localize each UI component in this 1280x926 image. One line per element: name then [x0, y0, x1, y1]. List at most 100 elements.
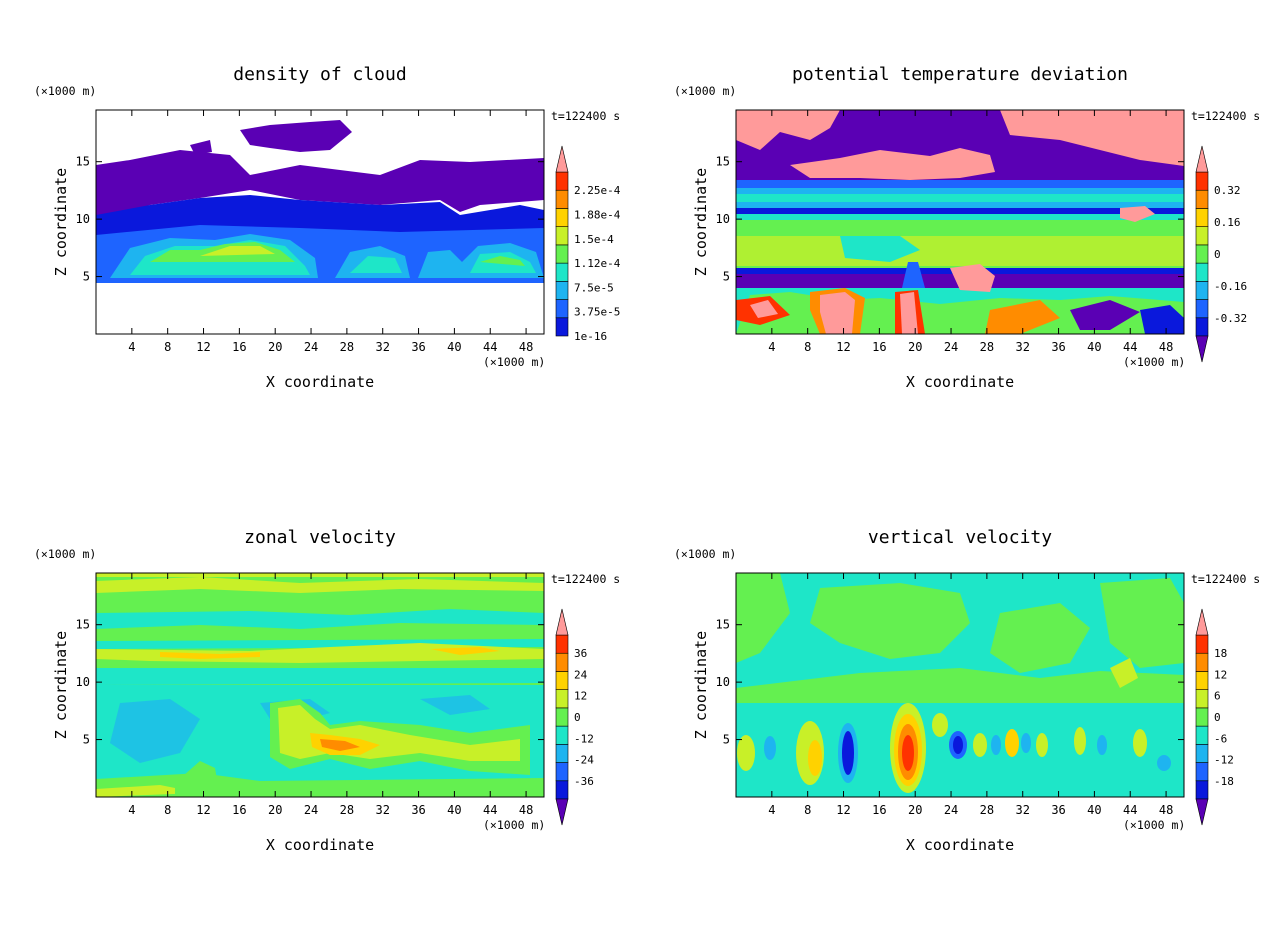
colorbar-label: 18 [1214, 647, 1227, 660]
colorbar-band [1195, 244, 1209, 264]
colorbar-band [555, 744, 569, 763]
x-tick-label: 20 [268, 340, 282, 354]
heatmap-field [736, 110, 1184, 334]
colorbar-label: 0 [574, 711, 581, 724]
x-tick-label: 48 [1159, 340, 1173, 354]
colorbar-band [1195, 226, 1209, 246]
plot-frame [95, 109, 545, 335]
heatmap-field [736, 573, 1184, 797]
colorbar-label: -12 [1214, 754, 1234, 767]
time-label: t=122400 s [1191, 109, 1260, 123]
x-tick-label: 36 [1051, 340, 1065, 354]
colorbar-band [555, 652, 569, 672]
plot-frame [735, 109, 1185, 335]
colorbar-label: 3.75e-5 [574, 306, 620, 319]
x-tick-label: 36 [411, 803, 425, 817]
x-unit-label: (×1000 m) [1123, 355, 1185, 369]
x-tick-label: 16 [872, 340, 886, 354]
x-unit-label: (×1000 m) [483, 818, 545, 832]
x-axis-label: X coordinate [906, 836, 1014, 854]
colorbar-band [555, 780, 569, 800]
colorbar-label: 6 [1214, 690, 1221, 703]
y-unit-label: (×1000 m) [674, 84, 736, 98]
colorbar-band [555, 634, 569, 654]
chart-title: density of cloud [233, 64, 406, 85]
chart-title: zonal velocity [244, 527, 396, 548]
x-tick-label: 8 [164, 803, 171, 817]
time-label: t=122400 s [551, 572, 620, 586]
x-axis-label: X coordinate [266, 373, 374, 391]
y-tick-label: 5 [723, 270, 730, 284]
y-tick-label: 15 [716, 155, 730, 169]
x-unit-label: (×1000 m) [483, 355, 545, 369]
colorbar-label: -0.32 [1214, 312, 1247, 325]
x-tick-label: 44 [1123, 340, 1137, 354]
y-unit-label: (×1000 m) [34, 84, 96, 98]
colorbar-band [1195, 299, 1209, 319]
plot-frame [735, 572, 1185, 798]
x-tick-label: 32 [1015, 803, 1029, 817]
colorbar-label: -24 [574, 754, 594, 767]
y-unit-label: (×1000 m) [34, 547, 96, 561]
colorbar-label: -12 [574, 732, 594, 745]
y-tick-label: 10 [76, 212, 90, 226]
colorbar-band [1195, 671, 1209, 690]
colorbar-bottom-arrow [555, 798, 569, 826]
colorbar-label: -6 [1214, 732, 1227, 745]
colorbar-top-arrow [1195, 145, 1209, 173]
x-unit-label: (×1000 m) [1123, 818, 1185, 832]
x-tick-label: 40 [447, 340, 461, 354]
x-tick-label: 24 [944, 803, 958, 817]
colorbar-band [555, 171, 569, 191]
plot-frame [95, 572, 545, 798]
y-tick-label: 15 [716, 618, 730, 632]
x-tick-label: 12 [196, 803, 210, 817]
colorbar-band [1195, 281, 1209, 300]
y-tick-label: 5 [723, 733, 730, 747]
colorbar-band [1195, 171, 1209, 191]
x-tick-label: 8 [804, 803, 811, 817]
x-tick-label: 40 [447, 803, 461, 817]
chart-svg-vertical-velocity: vertical velocity (×1000 m) t=122400 s [674, 527, 1260, 854]
colorbar-label: 0.32 [1214, 184, 1241, 197]
y-tick-label: 15 [76, 618, 90, 632]
y-tick-label: 10 [716, 675, 730, 689]
colorbar-band [555, 707, 569, 727]
colorbar-label: 1.5e-4 [574, 233, 614, 246]
x-tick-label: 20 [268, 803, 282, 817]
y-tick-label: 5 [83, 733, 90, 747]
colorbar-band [555, 671, 569, 690]
x-tick-label: 32 [1015, 340, 1029, 354]
x-tick-label: 12 [836, 340, 850, 354]
x-tick-label: 8 [804, 340, 811, 354]
x-tick-label: 44 [483, 803, 497, 817]
y-axis-label: Z coordinate [52, 168, 70, 276]
x-tick-label: 40 [1087, 803, 1101, 817]
x-tick-label: 24 [304, 340, 318, 354]
y-axis-label: Z coordinate [52, 631, 70, 739]
panel-vertical-velocity: vertical velocity (×1000 m) t=122400 s [640, 463, 1280, 926]
x-tick-label: 24 [304, 803, 318, 817]
colorbar-band [1195, 262, 1209, 282]
y-axis-label: Z coordinate [692, 168, 710, 276]
x-tick-label: 12 [836, 803, 850, 817]
x-axis-label: X coordinate [266, 836, 374, 854]
colorbar-label: 1e-16 [574, 330, 607, 343]
colorbar-top-arrow [555, 608, 569, 636]
y-tick-label: 5 [83, 270, 90, 284]
colorbar-band [1195, 689, 1209, 709]
x-tick-label: 28 [980, 340, 994, 354]
colorbar-band [1195, 189, 1209, 209]
colorbar-band [555, 208, 569, 227]
x-tick-label: 48 [519, 803, 533, 817]
colorbar-band [555, 689, 569, 709]
colorbar-band [555, 762, 569, 782]
colorbar-label: 7.5e-5 [574, 281, 614, 294]
heatmap-field [96, 573, 544, 797]
colorbar-band [555, 262, 569, 282]
y-tick-label: 10 [716, 212, 730, 226]
x-tick-label: 40 [1087, 340, 1101, 354]
colorbar-band [555, 244, 569, 264]
colorbar-band [1195, 780, 1209, 800]
colorbar-label: 2.25e-4 [574, 184, 621, 197]
